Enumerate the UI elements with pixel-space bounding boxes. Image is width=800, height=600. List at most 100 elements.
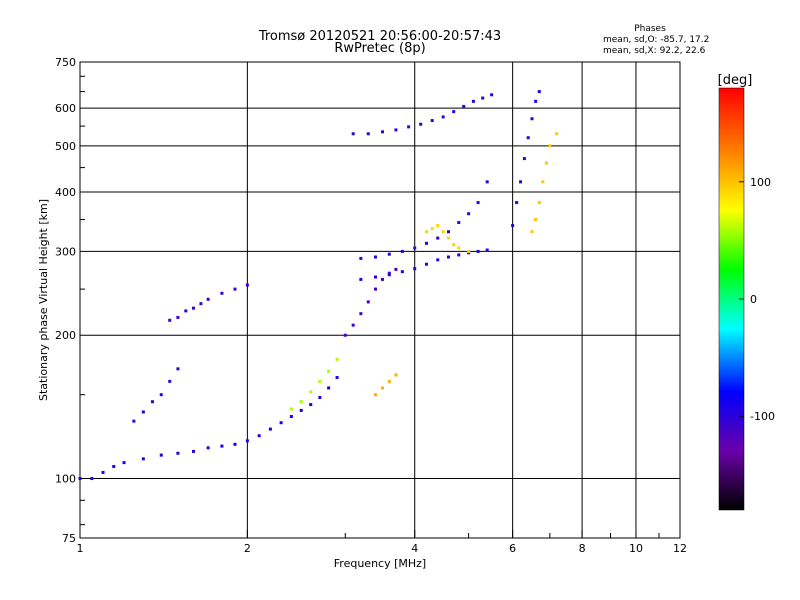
data-point — [199, 302, 203, 306]
data-point — [159, 393, 163, 397]
data-point — [132, 419, 136, 423]
data-point — [511, 224, 515, 228]
data-point — [413, 246, 417, 250]
colorbar-ticks: 100 0 -100 — [739, 176, 775, 423]
data-point — [289, 407, 293, 411]
data-point — [526, 136, 530, 140]
data-point — [541, 180, 545, 184]
x-axis-label: Frequency [MHz] — [334, 557, 426, 570]
data-point — [436, 258, 440, 262]
data-point — [122, 461, 126, 465]
data-point — [394, 128, 398, 132]
data-point — [206, 446, 210, 450]
chart-subtitle: RwPretec (8p) — [334, 41, 425, 56]
data-point — [233, 287, 237, 291]
data-point — [233, 442, 237, 446]
data-point — [318, 395, 322, 399]
data-point — [159, 453, 163, 457]
data-point — [441, 115, 445, 119]
data-point — [446, 255, 450, 259]
data-point — [387, 252, 391, 256]
data-point — [530, 230, 534, 234]
data-point — [150, 400, 154, 404]
data-point — [220, 444, 224, 448]
data-point — [318, 379, 322, 383]
data-point — [335, 376, 339, 380]
data-point — [327, 369, 331, 373]
data-point — [407, 125, 411, 129]
data-point — [359, 312, 363, 316]
data-point — [245, 439, 249, 443]
data-point — [380, 130, 384, 134]
data-point — [457, 246, 461, 250]
data-point — [544, 161, 548, 165]
y-axis-ticks: 75 100 200 300 400 500 600 750 — [55, 56, 85, 545]
data-point — [351, 323, 355, 327]
data-point — [476, 249, 480, 253]
data-point — [299, 400, 303, 404]
data-point — [430, 227, 434, 231]
data-point — [191, 306, 195, 310]
data-point — [400, 249, 404, 253]
data-point — [373, 393, 377, 397]
x-tick-label: 4 — [411, 542, 418, 555]
x-axis-ticks: 1 2 4 6 8 10 12 — [77, 530, 687, 555]
data-point — [90, 477, 94, 481]
data-point — [168, 379, 172, 383]
data-point — [366, 300, 370, 304]
y-tick-label: 75 — [62, 532, 76, 545]
data-point — [394, 373, 398, 377]
data-point — [519, 180, 523, 184]
colorbar-label: [deg] — [718, 73, 753, 88]
data-point — [400, 270, 404, 274]
data-point — [485, 180, 489, 184]
data-point — [537, 201, 541, 205]
y-tick-label: 200 — [55, 329, 76, 342]
data-point — [359, 277, 363, 281]
data-point — [112, 464, 116, 468]
y-tick-label: 500 — [55, 140, 76, 153]
data-point — [343, 333, 347, 337]
colorbar: [deg] 100 0 -100 — [718, 73, 775, 511]
data-point — [101, 470, 105, 474]
phases-o-line: mean, sd,O: -85.7, 17.2 — [603, 35, 709, 45]
data-point — [327, 386, 331, 390]
chart-title: Tromsø 20120521 20:56:00-20:57:43 — [258, 29, 501, 44]
plot-frame — [79, 61, 681, 539]
data-point — [413, 267, 417, 271]
data-point — [176, 451, 180, 455]
data-point — [446, 236, 450, 240]
data-point — [191, 449, 195, 453]
data-point — [141, 410, 145, 414]
y-tick-label: 400 — [55, 186, 76, 199]
data-points — [78, 90, 559, 481]
data-point — [279, 421, 283, 425]
data-point — [335, 357, 339, 361]
data-point — [481, 96, 485, 100]
x-tick-label: 10 — [629, 542, 643, 555]
data-point — [206, 297, 210, 301]
y-tick-label: 300 — [55, 245, 76, 258]
data-point — [359, 256, 363, 260]
x-tick-label: 6 — [509, 542, 516, 555]
data-point — [373, 255, 377, 259]
data-point — [548, 144, 552, 148]
data-point — [387, 273, 391, 277]
data-point — [476, 201, 480, 205]
data-point — [457, 253, 461, 257]
data-point — [457, 221, 461, 225]
data-point — [268, 427, 272, 431]
data-point — [257, 434, 261, 438]
data-point — [176, 315, 180, 319]
data-point — [380, 277, 384, 281]
data-point — [430, 119, 434, 123]
data-point — [176, 367, 180, 371]
data-point — [490, 93, 494, 97]
data-point — [436, 224, 440, 228]
data-point — [436, 236, 440, 240]
data-point — [351, 132, 355, 136]
data-point — [220, 291, 224, 295]
grid — [80, 62, 680, 538]
